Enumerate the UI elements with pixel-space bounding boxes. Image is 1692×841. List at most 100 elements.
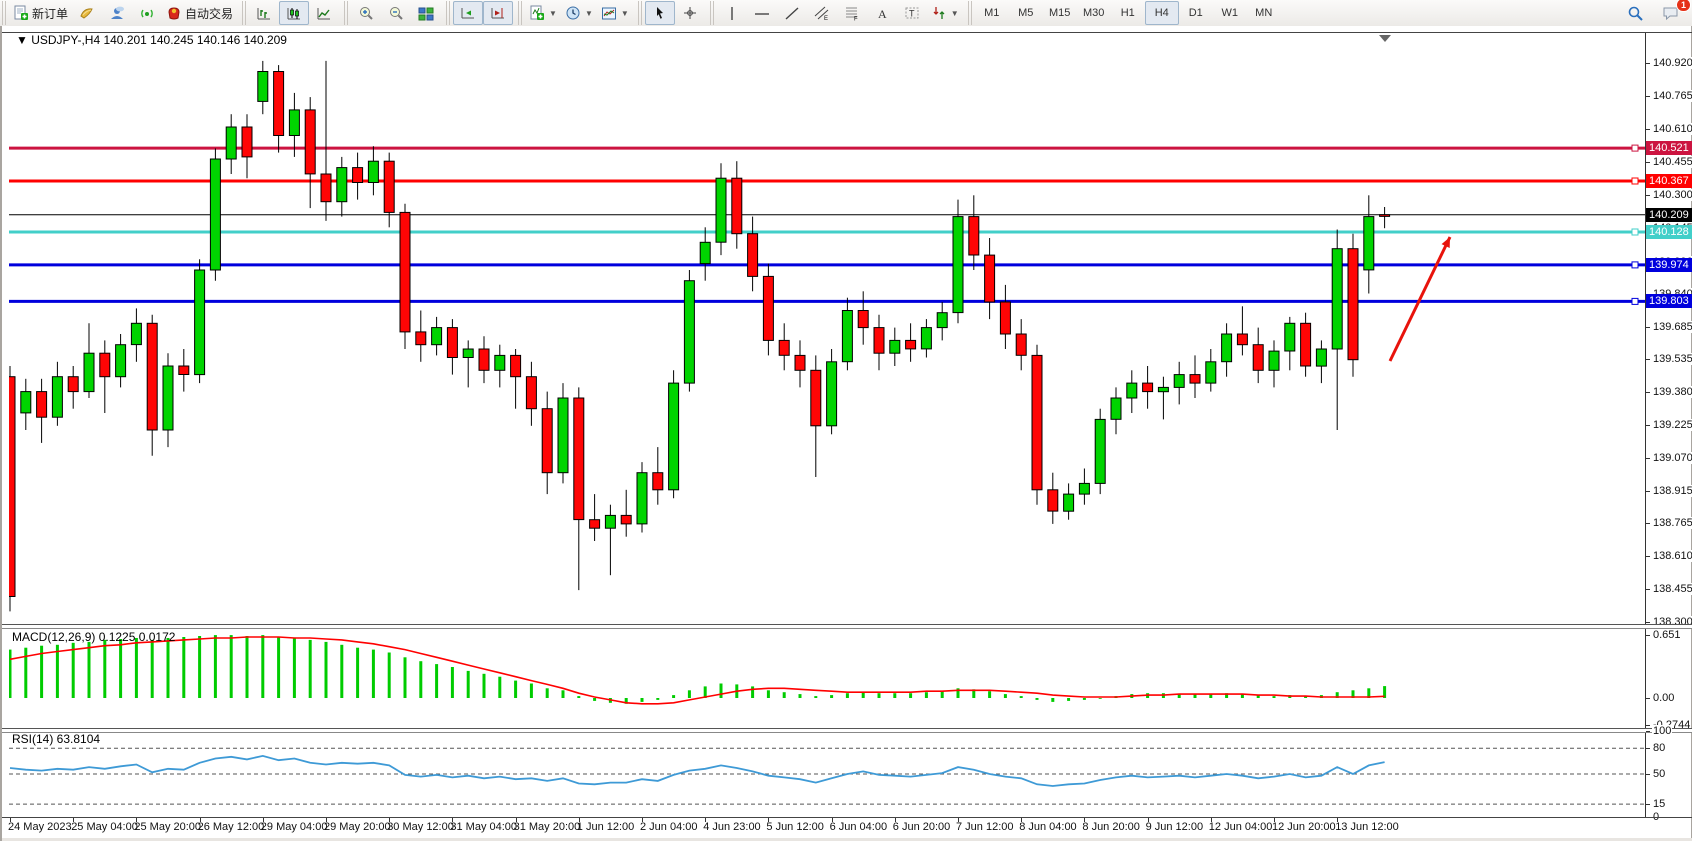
level-handle[interactable] <box>1631 177 1639 185</box>
rsi-tick-label: 50 <box>1645 768 1667 780</box>
chart-line-icon <box>316 6 332 21</box>
candle-body <box>1315 348 1327 367</box>
indicators-button[interactable]: ▼ <box>525 1 561 25</box>
candle-body <box>431 327 443 346</box>
candle-body <box>320 173 332 203</box>
tf-h4[interactable]: H4 <box>1144 1 1179 25</box>
chart-line-button[interactable] <box>309 1 339 25</box>
trendline-button[interactable] <box>777 1 807 25</box>
new-order-button[interactable]: 新订单 <box>9 1 72 25</box>
tf-m30[interactable]: M30 <box>1083 7 1105 19</box>
tf-mn[interactable]: MN <box>1255 7 1273 19</box>
chart-bars-icon <box>256 6 272 21</box>
indicators-icon <box>529 5 545 21</box>
templates-button[interactable]: ▼ <box>597 1 633 25</box>
tf-m15[interactable]: M15 <box>1049 7 1071 19</box>
candle-body <box>510 354 522 378</box>
candle-body <box>873 327 885 354</box>
signals-icon <box>139 5 155 21</box>
chart-candles-button[interactable] <box>279 1 310 25</box>
level-handle[interactable] <box>1631 297 1639 305</box>
periods-button[interactable]: ▼ <box>561 1 597 25</box>
pane-separator[interactable] <box>2 728 1692 733</box>
macd-histogram-bar <box>924 692 928 698</box>
signals-button[interactable] <box>132 1 162 25</box>
macd-histogram-bar <box>1051 698 1055 702</box>
trend-arrow[interactable] <box>1388 236 1452 362</box>
svg-text:E: E <box>824 16 828 21</box>
macd-histogram-bar <box>1383 686 1387 698</box>
cursor-button[interactable] <box>644 1 675 25</box>
time-tick-label: 9 Jun 12:00 <box>1145 821 1204 833</box>
macd-histogram-bar <box>972 689 976 698</box>
fibonacci-button[interactable]: F <box>837 1 867 25</box>
label-button[interactable]: T <box>897 1 927 25</box>
market-gold-button[interactable] <box>72 1 102 25</box>
zoom-out-button[interactable] <box>381 1 411 25</box>
chart-bars-button[interactable] <box>249 1 279 25</box>
level-handle[interactable] <box>1631 261 1639 269</box>
autotrading-button[interactable]: 自动交易 <box>162 1 237 25</box>
candle-body <box>257 71 269 102</box>
toolbar-group <box>344 1 444 25</box>
candle-body <box>304 109 316 175</box>
macd-histogram-bar <box>1098 698 1102 699</box>
price-tick-label: 140.765 <box>1646 90 1692 103</box>
candle-body <box>194 269 206 376</box>
price-tick-label: 140.920 <box>1646 57 1692 69</box>
price-tick-label: 138.765 <box>1646 516 1692 529</box>
main-chart-pane[interactable] <box>9 33 1645 623</box>
candle-body <box>99 352 111 378</box>
level-handle[interactable] <box>1631 228 1639 236</box>
vertical-line-button[interactable] <box>717 1 747 25</box>
zoom-in-button[interactable] <box>351 1 381 25</box>
time-axis-border <box>2 817 1692 818</box>
autoscroll-icon <box>460 6 476 21</box>
candle-body <box>1173 374 1185 388</box>
tf-w1[interactable]: W1 <box>1221 7 1238 19</box>
macd-histogram-bar <box>798 694 802 698</box>
chart-shift-button[interactable] <box>483 1 514 25</box>
text-button[interactable]: A <box>867 1 897 25</box>
macd-pane[interactable] <box>9 628 1645 727</box>
candle-body <box>778 339 790 356</box>
time-axis[interactable]: 24 May 2023 25 May 04:00 25 May 20:00 26 Ma… <box>8 818 1645 838</box>
arrows-button[interactable]: ▼ <box>927 1 963 25</box>
chart-shift-marker[interactable] <box>1379 35 1391 42</box>
community-button[interactable] <box>102 1 132 25</box>
channel-button[interactable]: E <box>807 1 837 25</box>
candle-body <box>699 241 711 265</box>
price-axis[interactable]: 140.920 140.765 140.610 140.455 140.300 140.1… <box>1646 33 1692 629</box>
time-tick-label: 25 May 20:00 <box>134 821 202 833</box>
tf-d1[interactable]: D1 <box>1188 7 1203 19</box>
macd-histogram-bar <box>940 691 944 698</box>
periods-icon <box>565 5 581 21</box>
candle-body <box>146 322 158 431</box>
chart-window[interactable]: ▼ USDJPY-,H4 140.201 140.245 140.146 140… <box>0 26 1692 841</box>
level-handle[interactable] <box>1631 144 1639 152</box>
rsi-tick-label: 15 <box>1645 798 1667 811</box>
autoscroll-button[interactable] <box>453 1 484 25</box>
chat-button[interactable]: 1 <box>1656 0 1691 25</box>
time-tick <box>578 818 580 822</box>
pane-separator[interactable] <box>2 624 1692 629</box>
crosshair-button[interactable] <box>675 1 705 25</box>
time-tick <box>73 818 75 822</box>
time-tick <box>1210 818 1212 822</box>
rsi-pane[interactable] <box>9 731 1645 817</box>
tf-m1[interactable]: M1 <box>984 7 1000 19</box>
candle-body <box>115 344 127 378</box>
candle-body <box>525 376 537 410</box>
candle-body <box>209 158 221 271</box>
horizontal-line-button[interactable] <box>747 1 777 25</box>
candle-body <box>20 391 32 414</box>
time-tick-label: 6 Jun 20:00 <box>892 821 951 833</box>
tf-h1[interactable]: H1 <box>1120 7 1135 19</box>
search-button[interactable] <box>1620 1 1650 25</box>
candle-body <box>1126 382 1138 399</box>
toolbar: 新订单 自动交易 ▼ ▼ ▼ E F A T ▼ M1 M5 M15 M30 H1 H4 D1 W1 MN 1 <box>0 0 1692 27</box>
candle-body <box>952 216 964 314</box>
tile-windows-button[interactable] <box>411 1 441 25</box>
trend-arrow-head[interactable] <box>1441 237 1450 248</box>
tf-m5[interactable]: M5 <box>1018 7 1034 19</box>
